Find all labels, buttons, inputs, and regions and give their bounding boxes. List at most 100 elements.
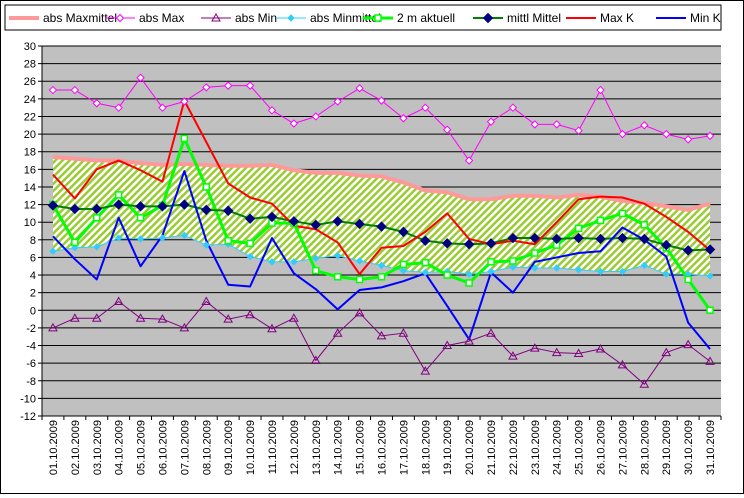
point-abs-max <box>202 83 211 92</box>
point-abs-max <box>421 103 430 112</box>
point-abs-minmittel <box>618 267 627 276</box>
point-2-m-aktuell <box>465 279 473 287</box>
x-tick-label: 26.10.2009 <box>596 420 608 475</box>
x-tick-label: 15.10.2009 <box>355 420 367 475</box>
point-mittl-mittel <box>661 239 672 251</box>
point-abs-min <box>573 348 584 357</box>
point-abs-min <box>354 307 365 317</box>
point-abs-max <box>618 129 627 139</box>
x-tick-label: 10.10.2009 <box>245 420 257 475</box>
point-abs-min <box>639 379 650 388</box>
point-abs-minmittel <box>553 264 561 272</box>
point-abs-min <box>595 344 606 353</box>
y-tick-label: 8 <box>30 235 36 247</box>
point-abs-min <box>69 313 80 322</box>
y-tick-label: -10 <box>20 393 36 405</box>
point-2-m-aktuell <box>180 134 189 143</box>
point-2-m-aktuell <box>224 236 232 245</box>
point-mittl-mittel <box>442 238 453 249</box>
point-2-m-aktuell <box>399 260 408 269</box>
x-tick-label: 14.10.2009 <box>333 420 345 475</box>
point-abs-min <box>398 328 409 337</box>
point-abs-min <box>705 356 715 365</box>
x-tick-label: 12.10.2009 <box>289 420 301 475</box>
point-2-m-aktuell <box>574 224 583 233</box>
legend-label-abs-max: abs Max <box>139 11 184 25</box>
point-abs-minmittel <box>290 258 298 266</box>
point-abs-min <box>617 359 628 369</box>
point-abs-max <box>377 96 386 105</box>
point-abs-min <box>508 351 518 360</box>
y-tick-label: 18 <box>24 147 36 159</box>
point-abs-min <box>551 347 562 357</box>
y-tick-label: 2 <box>30 288 36 300</box>
y-tick-label: 20 <box>24 129 36 141</box>
point-mittl-mittel <box>639 233 650 245</box>
point-abs-minmittel <box>158 234 167 242</box>
legend-label-mittl-mittel: mittl Mittel <box>507 11 561 25</box>
point-abs-minmittel <box>509 263 517 271</box>
point-2-m-aktuell <box>684 275 692 284</box>
point-mittl-mittel <box>354 218 365 230</box>
legend-marker-mittl-mittel <box>482 12 494 24</box>
point-abs-max <box>399 114 408 123</box>
point-mittl-mittel <box>47 200 59 211</box>
point-abs-min <box>442 340 453 350</box>
point-mittl-mittel <box>485 238 497 249</box>
series-max-k <box>52 99 711 276</box>
point-abs-max <box>136 73 145 82</box>
point-2-m-aktuell <box>71 238 79 247</box>
max-min-mean-band <box>52 157 711 276</box>
point-abs-minmittel <box>312 254 320 263</box>
point-abs-max <box>486 117 496 126</box>
point-2-m-aktuell <box>333 273 342 281</box>
point-abs-max <box>640 121 649 130</box>
point-abs-max <box>508 103 518 112</box>
point-abs-min <box>310 355 321 364</box>
point-abs-min <box>267 323 277 333</box>
x-tick-label: 06.10.2009 <box>157 420 169 475</box>
point-abs-min <box>157 314 168 323</box>
x-tick-label: 09.10.2009 <box>223 420 235 475</box>
point-abs-minmittel <box>640 261 649 270</box>
point-2-m-aktuell <box>443 271 451 279</box>
y-tick-label: 0 <box>30 305 36 317</box>
y-tick-label: 30 <box>24 41 36 53</box>
point-abs-min <box>420 366 431 375</box>
y-tick-label: -2 <box>26 323 36 335</box>
point-2-m-aktuell <box>487 258 495 266</box>
point-mittl-mittel <box>222 205 234 216</box>
legend-label-abs-maxmittel: abs Maxmittel <box>43 11 117 25</box>
x-tick-label: 08.10.2009 <box>201 420 213 475</box>
point-abs-minmittel <box>596 267 605 276</box>
y-tick-label: -6 <box>26 358 36 370</box>
point-mittl-mittel <box>573 232 584 244</box>
point-abs-min <box>48 322 58 332</box>
x-tick-label: 17.10.2009 <box>398 420 410 475</box>
point-2-m-aktuell <box>114 191 123 199</box>
point-abs-minmittel <box>114 234 123 242</box>
point-abs-max <box>158 103 167 112</box>
x-tick-label: 16.10.2009 <box>377 420 389 475</box>
point-abs-minmittel <box>180 231 189 240</box>
point-2-m-aktuell <box>377 273 386 281</box>
y-tick-label: 4 <box>30 270 36 282</box>
point-mittl-mittel <box>376 221 387 232</box>
point-abs-max <box>443 125 452 134</box>
x-tick-label: 29.10.2009 <box>661 420 673 475</box>
point-mittl-mittel <box>682 245 694 256</box>
point-abs-min <box>289 313 299 322</box>
point-abs-min <box>332 328 343 337</box>
x-tick-label: 30.10.2009 <box>683 420 695 475</box>
y-tick-label: -12 <box>20 411 36 423</box>
point-abs-max <box>289 119 299 128</box>
point-mittl-mittel <box>463 239 475 250</box>
point-abs-min <box>135 313 146 322</box>
point-2-m-aktuell <box>640 221 649 229</box>
point-abs-min <box>91 313 102 322</box>
point-mittl-mittel <box>244 213 256 224</box>
x-tick-label: 18.10.2009 <box>420 420 432 475</box>
x-tick-label: 05.10.2009 <box>136 420 148 475</box>
point-abs-min <box>529 343 540 352</box>
point-abs-minmittel <box>355 257 364 265</box>
